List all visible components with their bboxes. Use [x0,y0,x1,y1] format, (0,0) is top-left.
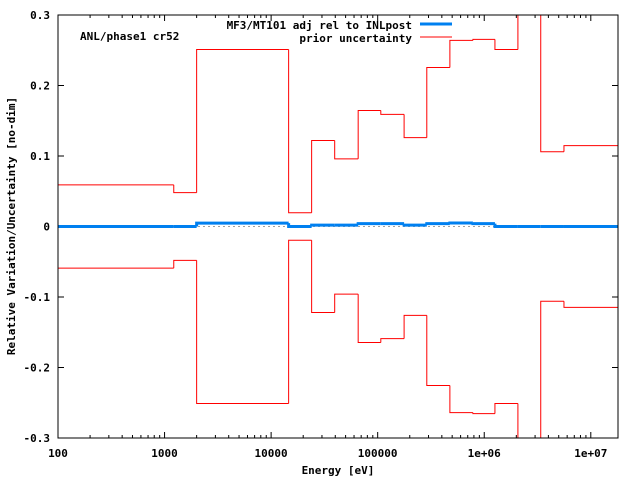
annotation-label: ANL/phase1 cr52 [80,30,179,43]
y-axis-label: Relative Variation/Uncertainty [no-dim] [5,97,18,355]
x-axis-label: Energy [eV] [302,464,375,477]
uncertainty-step-lower [540,300,564,438]
uncertainty-step-upper [196,49,289,193]
uncertainty-step-lower [494,402,518,414]
y-tick-label: -0.3 [24,432,51,445]
adjustment-step [448,221,473,225]
uncertainty-step-upper [449,39,473,68]
x-tick-label: 100000 [358,447,398,460]
uncertainty-step-lower [196,260,289,404]
uncertainty-step-lower [449,385,473,414]
y-tick-label: 0.3 [30,9,50,22]
uncertainty-step-upper [517,14,541,50]
x-tick-label: 1e+06 [468,447,501,460]
uncertainty-step-upper [288,49,312,214]
uncertainty-step-lower [288,239,312,404]
uncertainty-step-upper [472,38,495,41]
adjustment-step [471,222,495,226]
uncertainty-step-lower [517,403,541,439]
uncertainty-step-lower [472,412,495,415]
adjustment-step [402,223,427,227]
y-tick-label: -0.1 [24,291,51,304]
uncertainty-step-lower [357,294,381,343]
adjustment-step [356,222,381,226]
uncertainty-step-upper [540,15,564,153]
uncertainty-step-upper [426,66,450,138]
legend: MF3/MT101 adj rel to INLpost prior uncer… [227,19,452,45]
uncertainty-step-upper [403,114,427,139]
uncertainty-step-upper [311,139,335,213]
uncertainty-step-upper [380,110,405,115]
uncertainty-step-lower [426,315,450,387]
uncertainty-step-lower [173,259,197,269]
y-tick-labels: 0.3 0.2 0.1 0 -0.1 -0.2 -0.3 [24,9,51,445]
series-marks [58,14,618,439]
uncertainty-step-lower [403,314,427,339]
y-tick-label: -0.2 [24,362,51,375]
adjustment-step [287,223,312,228]
uncertainty-step-upper [563,145,618,152]
adjustment-step [493,223,518,228]
y-tick-label: 0.1 [30,150,50,163]
uncertainty-step-lower [311,240,335,314]
uncertainty-step-upper [173,184,197,194]
y-tick-label: 0.2 [30,80,50,93]
y-tick-label: 0 [43,221,50,234]
uncertainty-step-lower [563,301,618,308]
x-tick-label: 10000 [255,447,288,460]
plot-frame [57,14,619,439]
adjustment-step [310,223,335,227]
uncertainty-step-lower [334,293,359,313]
uncertainty-step-upper [357,110,381,159]
legend-label-adjustment: MF3/MT101 adj rel to INLpost [227,19,412,32]
x-tick-label: 100 [48,447,68,460]
adjustment-step [425,222,450,226]
x-tick-labels: 100 1000 10000 100000 1e+06 1e+07 [48,447,607,460]
uncertainty-step-upper [334,140,359,160]
uncertainty-step-lower [380,338,405,343]
uncertainty-step-upper [494,39,518,51]
legend-label-uncertainty: prior uncertainty [299,32,412,45]
adjustment-step [195,221,289,227]
x-tick-label: 1e+07 [574,447,607,460]
x-tick-label: 1000 [151,447,178,460]
